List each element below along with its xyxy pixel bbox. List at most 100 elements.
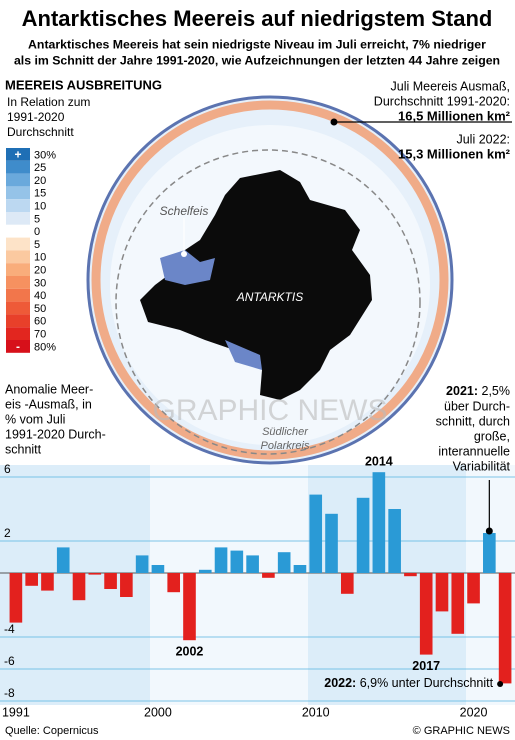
annotation: 2017 — [412, 659, 440, 673]
bar — [72, 573, 86, 601]
bar — [262, 573, 275, 578]
note: über Durch- — [444, 399, 510, 413]
scale-swatch — [6, 186, 30, 200]
bar — [167, 573, 181, 593]
scale-label: 10 — [34, 252, 46, 264]
scale-swatch — [6, 327, 30, 340]
scale-swatch — [6, 212, 30, 225]
legend-title: MEEREIS AUSBREITUNG — [5, 77, 162, 92]
bar — [230, 550, 244, 573]
note: interannuelle — [438, 444, 510, 458]
y-axis-label: Anomalie Meer- — [5, 382, 93, 396]
bar — [340, 573, 354, 594]
bar — [309, 494, 323, 573]
y-tick-label: -4 — [4, 622, 15, 636]
bar — [404, 573, 417, 577]
scale-label: 25 — [34, 162, 46, 174]
bar — [388, 509, 401, 573]
bar — [483, 533, 496, 573]
x-tick-label: 1991 — [2, 705, 30, 719]
scale-label: 0 — [34, 226, 40, 238]
source: Quelle: Copernicus — [5, 725, 99, 737]
bar — [372, 472, 386, 573]
pointer-dot — [330, 118, 338, 126]
scale-label: 80% — [34, 341, 56, 353]
bar — [277, 552, 291, 573]
scale-minus: - — [16, 340, 20, 354]
subtitle: Antarktisches Meereis hat sein niedrigst… — [28, 37, 486, 51]
scale-label: 20 — [34, 265, 46, 277]
scale-swatch — [6, 301, 30, 315]
bar — [198, 569, 212, 573]
bar — [419, 573, 433, 655]
scale-label: 50 — [34, 303, 46, 315]
y-tick-label: 2 — [4, 526, 11, 540]
legend-subtitle: In Relation zum — [7, 95, 90, 109]
note: schnitt, durch — [436, 414, 510, 428]
circle-label: Südlicher — [262, 426, 309, 438]
note-bold: 2022: — [324, 676, 356, 690]
average-label: Durchschnitt 1991-2020: — [374, 94, 510, 108]
y-axis-label: % vom Juli — [5, 412, 65, 426]
scale-swatch — [6, 263, 30, 276]
x-tick-label: 2020 — [460, 705, 488, 719]
note: 2021: 2,5% — [446, 384, 510, 398]
bar — [104, 573, 117, 589]
scale-label: 30 — [34, 277, 46, 289]
y-axis-label: eis -Ausmaß, in — [5, 397, 92, 411]
bar — [120, 573, 133, 597]
scale-label: 20 — [34, 175, 46, 187]
average-value: 16,5 Millionen km² — [398, 108, 511, 123]
scale-label: 60 — [34, 316, 46, 328]
bar — [435, 573, 449, 612]
bar — [9, 573, 23, 623]
x-tick-label: 2000 — [144, 705, 172, 719]
bar — [293, 565, 307, 573]
y-axis-label: 1991-2020 Durch- — [5, 427, 106, 441]
average-label: Juli Meereis Ausmaß, — [391, 79, 510, 93]
bar — [183, 573, 196, 641]
note: große, — [474, 429, 510, 443]
legend-subtitle: 1991-2020 — [7, 110, 65, 124]
bar — [214, 547, 228, 573]
pointer-dot — [485, 527, 493, 535]
scale-label: 5 — [34, 213, 40, 225]
note: Variabilität — [453, 459, 511, 473]
current-value: 15,3 Millionen km² — [398, 146, 511, 161]
scale-plus: + — [14, 148, 21, 162]
ice-anomaly-ring — [91, 100, 449, 460]
y-axis-label: schnitt — [5, 442, 42, 456]
scale-label: 40 — [34, 290, 46, 302]
bar — [356, 497, 370, 573]
credit: © GRAPHIC NEWS — [413, 725, 510, 737]
continent — [140, 170, 372, 400]
scale-swatch — [6, 288, 30, 302]
scale-swatch — [6, 160, 30, 174]
subtitle: als im Schnitt der Jahre 1991-2020, wie … — [14, 53, 500, 67]
scale-swatch — [6, 250, 30, 264]
scale-swatch — [6, 224, 30, 238]
scale-swatch — [6, 340, 30, 353]
bar-chart: 6 2 -4 -6 -8 1991 2000 2010 2020 2014 2002 2017 2021… — [0, 384, 515, 719]
scale-swatch — [6, 173, 30, 187]
scale-label: 15 — [34, 188, 46, 200]
polar-circle — [115, 149, 421, 455]
scale-label: 70 — [34, 329, 46, 341]
scale-swatch — [6, 276, 30, 289]
pointer-dot — [497, 681, 504, 687]
bar — [25, 573, 38, 586]
scale-label: 5 — [34, 239, 40, 251]
bar — [246, 555, 259, 573]
annotation: 2014 — [365, 454, 393, 468]
scale-swatch — [6, 148, 30, 161]
title: Antarktisches Meereis auf niedrigstem St… — [22, 6, 493, 31]
bar — [325, 513, 338, 573]
note-text: 2,5% — [478, 384, 510, 398]
bar — [498, 573, 512, 684]
continent-label: ANTARKTIS — [236, 290, 303, 304]
watermark: GRAPHIC NEWS — [152, 394, 387, 427]
x-tick-label: 2010 — [302, 705, 330, 719]
note: 2022: 6,9% unter Durchschnitt — [324, 676, 493, 690]
pointer-dot — [181, 251, 187, 257]
